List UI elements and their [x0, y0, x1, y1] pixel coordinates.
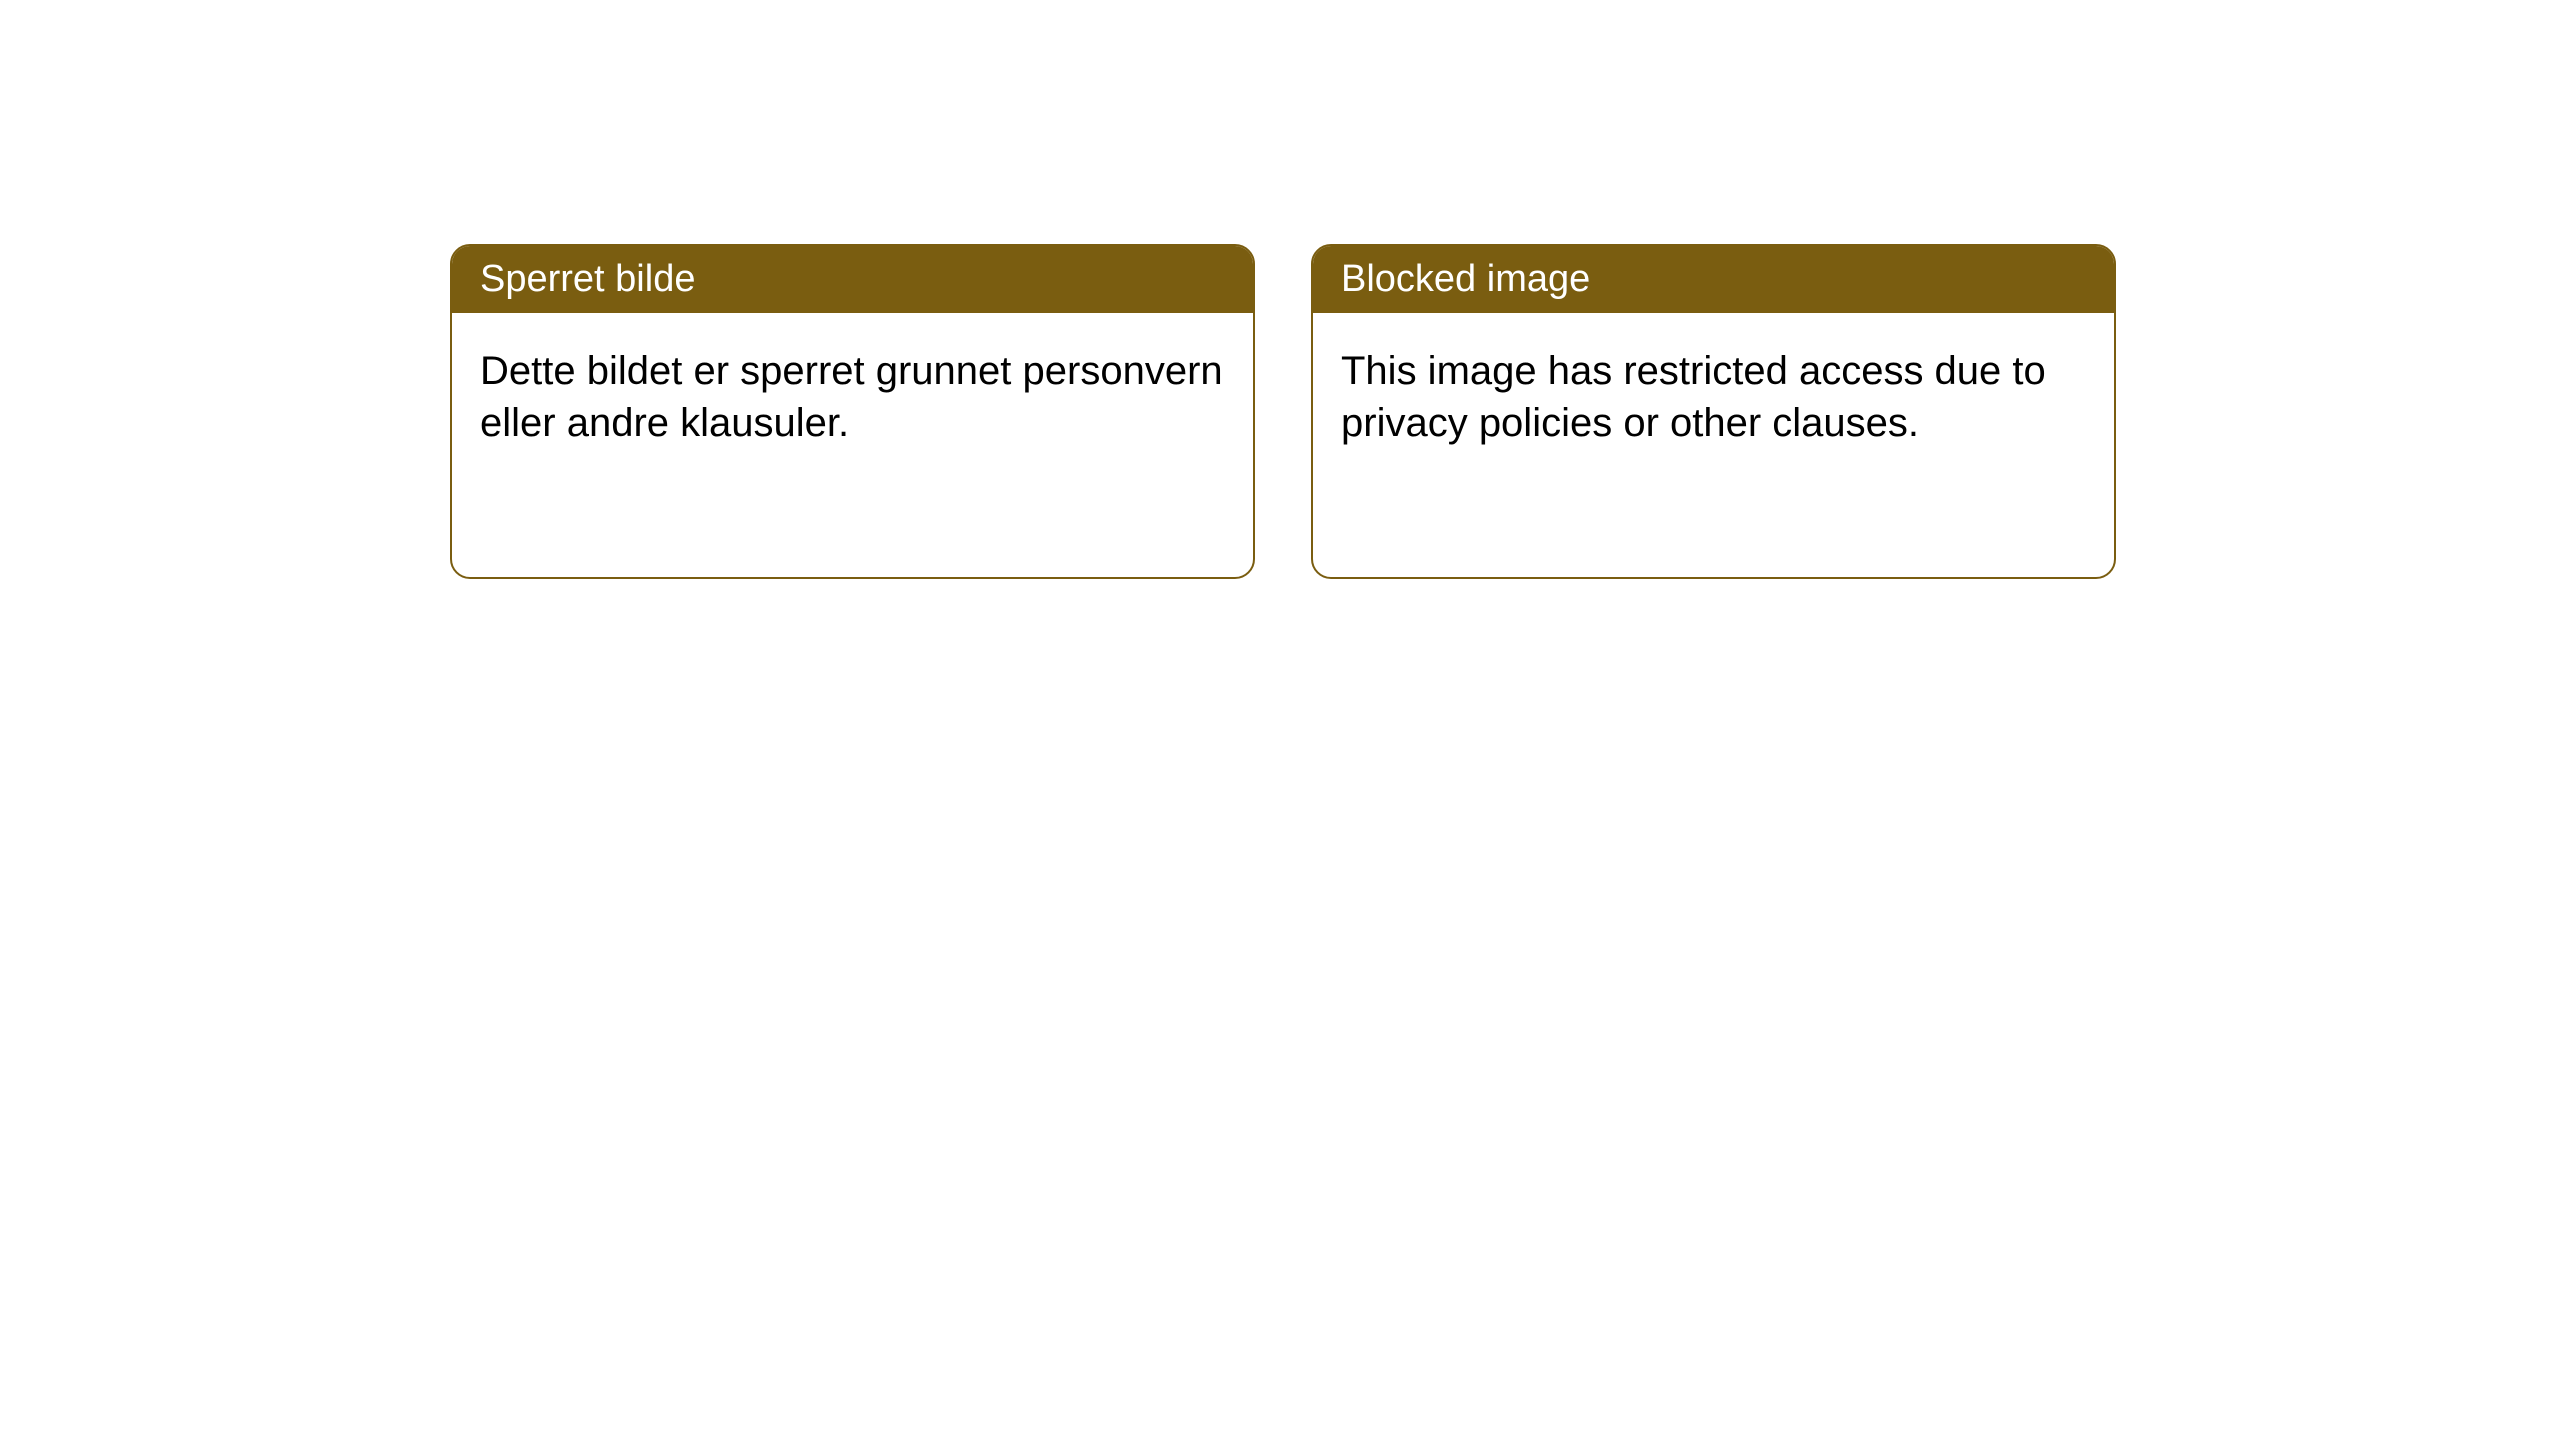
cards-container: Sperret bilde Dette bildet er sperret gr…	[0, 0, 2560, 579]
blocked-image-card-english: Blocked image This image has restricted …	[1311, 244, 2116, 579]
card-title: Blocked image	[1313, 246, 2114, 313]
blocked-image-card-norwegian: Sperret bilde Dette bildet er sperret gr…	[450, 244, 1255, 579]
card-title: Sperret bilde	[452, 246, 1253, 313]
card-body: This image has restricted access due to …	[1313, 313, 2114, 481]
card-body: Dette bildet er sperret grunnet personve…	[452, 313, 1253, 481]
